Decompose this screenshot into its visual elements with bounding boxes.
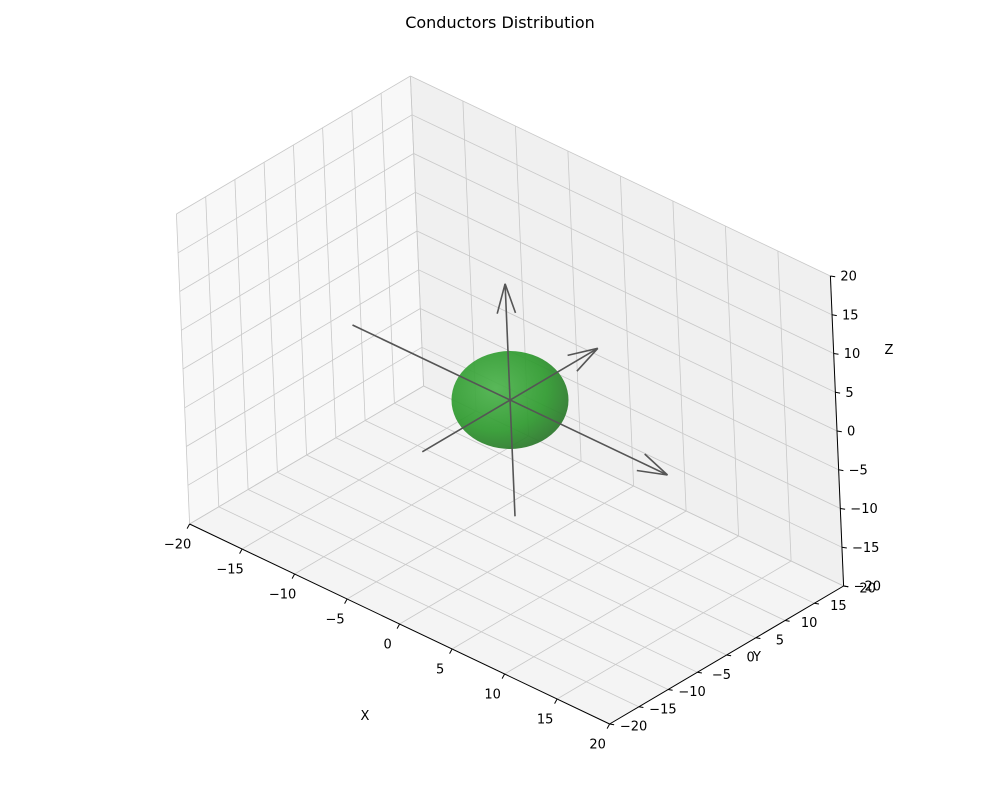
z-tick-mark: [830, 275, 836, 278]
grid-line: [725, 225, 739, 537]
z-tick-mark: [840, 508, 846, 510]
grid-line: [777, 250, 792, 562]
x-tick-mark: [291, 573, 296, 579]
y-tick-mark: [638, 706, 644, 708]
y-tick-label: −10: [678, 685, 705, 700]
y-tick-label: 0: [746, 651, 754, 666]
arrow-head-y: [567, 347, 598, 357]
x-tick-mark: [344, 598, 348, 604]
z-tick-label: −10: [850, 502, 877, 517]
x-tick-mark: [396, 623, 401, 629]
y-tick-label: 5: [776, 633, 784, 648]
z-tick-mark: [841, 546, 847, 549]
grid-line: [177, 114, 413, 254]
grid-line: [672, 200, 687, 512]
x-axis-label: X: [361, 709, 370, 724]
y-tick-mark: [814, 602, 819, 605]
arrow-head-x: [644, 453, 669, 476]
grid-line: [322, 127, 337, 438]
z-tick-label: −5: [849, 463, 868, 478]
z-tick-label: 5: [845, 386, 853, 401]
y-tick-mark: [609, 723, 615, 726]
y-tick-label: 15: [830, 599, 847, 614]
y-tick-mark: [697, 671, 702, 674]
x-tick-label: −5: [326, 613, 345, 628]
grid-group: [176, 75, 844, 725]
z-tick-mark: [831, 314, 837, 317]
x-tick-label: 15: [537, 713, 554, 728]
z-tick-mark: [836, 430, 842, 433]
x-tick-label: 0: [383, 638, 391, 653]
arrow-head-y: [576, 347, 599, 372]
grid-line: [351, 110, 366, 421]
grid-line: [364, 420, 786, 621]
y-tick-mark: [843, 585, 849, 588]
x-tick-label: −10: [269, 588, 296, 603]
grid-line: [416, 230, 838, 432]
arrow-head-x: [636, 469, 668, 476]
grid-line: [556, 560, 792, 700]
grid-line: [411, 114, 833, 316]
grid-line: [504, 535, 739, 675]
grid-line: [415, 191, 836, 393]
x-tick-mark: [606, 723, 611, 729]
grid-line: [181, 191, 416, 331]
grid-line: [410, 75, 831, 277]
x-tick-label: −20: [164, 538, 191, 553]
x-tick-label: 10: [484, 688, 501, 703]
y-tick-label: −15: [649, 702, 676, 717]
grid-line: [335, 437, 757, 639]
y-axis-label: Y: [752, 650, 761, 665]
z-tick-label: −20: [854, 580, 881, 595]
grid-line: [394, 402, 815, 604]
y-tick-label: 10: [801, 616, 818, 631]
z-tick-mark: [835, 391, 841, 394]
y-tick-label: 20: [859, 582, 876, 597]
grid-line: [176, 75, 411, 215]
y-tick-label: −20: [620, 720, 647, 735]
x-tick-label: 20: [589, 738, 606, 753]
grid-line: [182, 230, 418, 370]
arrow-head-z: [496, 283, 506, 314]
z-tick-mark: [838, 469, 844, 472]
arrows-group: [352, 283, 669, 517]
y-tick-mark: [755, 637, 761, 639]
x-tick-mark: [501, 673, 506, 679]
grid-line: [306, 454, 727, 656]
z-tick-label: −15: [852, 541, 879, 556]
chart-title: Conductors Distribution: [405, 13, 595, 32]
x-tick-label: −15: [216, 563, 243, 578]
z-tick-mark: [833, 353, 839, 355]
arrow-head-z: [504, 283, 517, 314]
z-tick-label: 20: [840, 270, 857, 285]
x-tick-mark: [554, 698, 558, 704]
z-axis-label: Z: [885, 343, 894, 358]
grid-line: [410, 75, 424, 387]
z-tick-label: 0: [847, 425, 855, 440]
z-tick-label: 15: [842, 308, 859, 323]
x-tick-label: 5: [436, 663, 444, 678]
x-tick-mark: [449, 648, 453, 654]
y-tick-mark: [726, 654, 732, 657]
ticks-group: −20−20−20−15−15−15−10−10−10−5−5−50005551…: [164, 270, 881, 753]
grid-line: [413, 153, 834, 354]
y-tick-mark: [785, 620, 790, 622]
grid-line: [380, 93, 395, 404]
grid-line: [451, 510, 687, 650]
x-tick-mark: [186, 523, 191, 529]
y-tick-mark: [668, 689, 673, 691]
y-tick-label: −5: [712, 668, 731, 683]
x-tick-mark: [239, 548, 243, 554]
z-tick-label: 10: [844, 347, 861, 362]
arrow-shaft-z: [504, 283, 516, 517]
grid-line: [179, 153, 414, 292]
